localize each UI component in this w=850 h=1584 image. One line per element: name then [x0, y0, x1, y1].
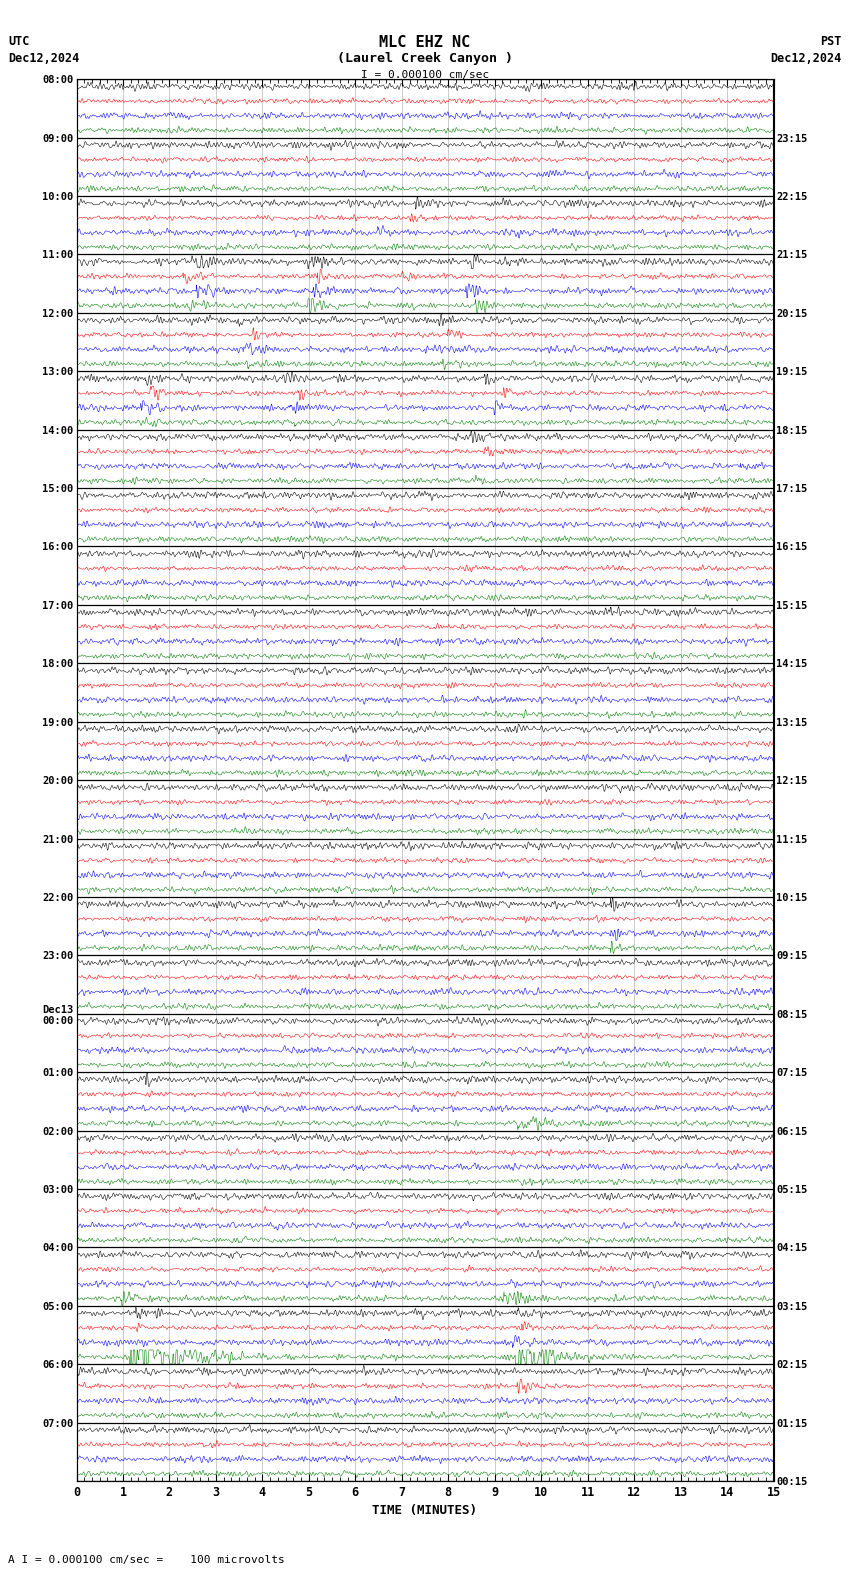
Text: Dec12,2024: Dec12,2024 [8, 52, 80, 65]
Text: I = 0.000100 cm/sec: I = 0.000100 cm/sec [361, 70, 489, 79]
Text: (Laurel Creek Canyon ): (Laurel Creek Canyon ) [337, 52, 513, 65]
Text: Dec12,2024: Dec12,2024 [770, 52, 842, 65]
Text: PST: PST [820, 35, 842, 48]
Text: A I = 0.000100 cm/sec =    100 microvolts: A I = 0.000100 cm/sec = 100 microvolts [8, 1555, 286, 1565]
Text: UTC: UTC [8, 35, 30, 48]
Text: MLC EHZ NC: MLC EHZ NC [379, 35, 471, 49]
X-axis label: TIME (MINUTES): TIME (MINUTES) [372, 1505, 478, 1517]
